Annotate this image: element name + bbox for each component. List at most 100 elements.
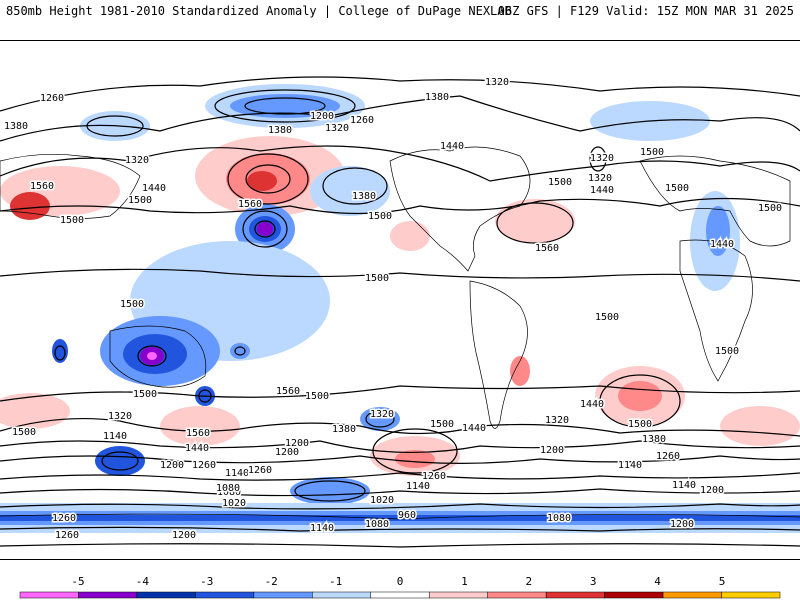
contour-label: 1440 [580, 399, 604, 410]
colorbar-tick-label: -3 [200, 575, 214, 588]
contour-label: 1560 [238, 199, 262, 210]
contour-label: 1140 [310, 523, 334, 534]
run-info: 06Z GFS | F129 Valid: 15Z MON MAR 31 202… [497, 4, 794, 18]
colorbar-tick-label: 4 [654, 575, 661, 588]
colorbar-segment [487, 591, 547, 599]
colorbar-tick-label: -5 [71, 575, 85, 588]
contour-label: 1440 [462, 423, 486, 434]
contour-label: 1260 [55, 530, 79, 541]
contour-label: 1500 [430, 419, 454, 430]
contour-label: 1500 [120, 299, 144, 310]
colorbar-tick-label: -1 [328, 575, 343, 588]
contour-label: 1320 [125, 155, 149, 166]
colorbar-tick-label: -4 [135, 575, 150, 588]
contour-label: 1500 [628, 419, 652, 430]
contour-label: 1200 [310, 111, 334, 122]
contour-label: 1020 [222, 498, 246, 509]
height-contours [0, 76, 800, 548]
contour-label: 1200 [275, 447, 299, 458]
contour-label: 1440 [440, 141, 464, 152]
contour-label: 1500 [595, 312, 619, 323]
colorbar-segment [312, 591, 372, 599]
contour-label: 1380 [425, 92, 449, 103]
contour-label: 1380 [268, 125, 292, 136]
contour-label: 1320 [108, 411, 132, 422]
contour-label: 1200 [285, 438, 309, 449]
contour-label: 1380 [642, 434, 666, 445]
colorbar [19, 591, 781, 599]
colorbar-segment [721, 591, 781, 599]
contour-label: 1560 [535, 243, 559, 254]
contour-label: 1200 [172, 530, 196, 541]
colorbar-segment [662, 591, 722, 599]
contour-label: 1500 [548, 177, 572, 188]
contour-label: 1500 [715, 346, 739, 357]
contour-label: 1560 [30, 181, 54, 192]
contour-label: 1140 [406, 481, 430, 492]
contour-label: 1200 [540, 445, 564, 456]
contour-label: 1020 [370, 495, 394, 506]
contour-label: 1320 [325, 123, 349, 134]
colorbar-tick-label: 3 [589, 575, 597, 588]
contour-label: 1140 [225, 468, 249, 479]
contour-label: 960 [398, 510, 416, 521]
colorbar-segment [545, 591, 605, 599]
contour-label: 1320 [370, 409, 394, 420]
contour-label: 1140 [103, 431, 127, 442]
contour-label: 1260 [656, 451, 680, 462]
contour-label: 1140 [672, 480, 696, 491]
colorbar-segment [604, 591, 664, 599]
contour-label: 1500 [12, 427, 36, 438]
contour-label: 1500 [60, 215, 84, 226]
contour-label: 1500 [133, 389, 157, 400]
contour-label: 1380 [352, 191, 376, 202]
contour-label: 1500 [365, 273, 389, 284]
contour-label: 1080 [365, 519, 389, 530]
contour-label: 1320 [588, 173, 612, 184]
contour-label: 1440 [710, 239, 734, 250]
contour-label: 1500 [758, 203, 782, 214]
contour-label: 1260 [422, 471, 446, 482]
colorbar-segment [78, 591, 138, 599]
contour-label: 1140 [618, 460, 642, 471]
contour-label: 1500 [665, 183, 689, 194]
contour-label: 1320 [485, 77, 509, 88]
contour-label: 1500 [368, 211, 392, 222]
contour-labels: 1320 1260 1380 1200 1320 1260 1380 1440 … [3, 76, 784, 543]
colorbar-tick-label: 5 [718, 575, 726, 588]
contour-label: 1320 [590, 153, 614, 164]
contour-label: 1200 [160, 460, 184, 471]
contour-label: 1320 [545, 415, 569, 426]
contour-label: 1260 [40, 93, 64, 104]
contour-label: 1380 [4, 121, 28, 132]
contour-label: 1380 [332, 424, 356, 435]
contour-label: 1500 [128, 195, 152, 206]
colorbar-tick-label: 1 [461, 575, 468, 588]
contour-label: 1260 [248, 465, 272, 476]
contour-label: 1440 [185, 443, 209, 454]
contour-label: 1260 [192, 460, 216, 471]
anomaly-map: 1320 1260 1380 1200 1320 1260 1380 1440 … [0, 40, 800, 560]
contour-label: 1440 [142, 183, 166, 194]
contour-label: 1500 [305, 391, 329, 402]
contour-label: 1200 [700, 485, 724, 496]
colorbar-tick-label: -2 [264, 575, 278, 588]
contour-label: 1260 [52, 513, 76, 524]
contour-label: 1440 [590, 185, 614, 196]
colorbar-segment [253, 591, 313, 599]
contour-label: 1560 [186, 428, 210, 439]
contour-label: 1080 [547, 513, 571, 524]
colorbar-segment [136, 591, 196, 599]
colorbar-segment [195, 591, 255, 599]
colorbar-segment [370, 591, 430, 599]
contour-label: 1080 [217, 487, 241, 498]
contour-label: 1260 [350, 115, 374, 126]
map-title: 850mb Height 1981-2010 Standardized Anom… [6, 4, 512, 18]
contour-label: 1080 [216, 483, 240, 494]
colorbar-segment [19, 591, 79, 599]
contour-label: 1560 [276, 386, 300, 397]
contour-label: 1200 [670, 519, 694, 530]
colorbar-tick-label: 0 [396, 575, 404, 588]
coastlines [0, 146, 800, 520]
colorbar-segment [428, 591, 488, 599]
